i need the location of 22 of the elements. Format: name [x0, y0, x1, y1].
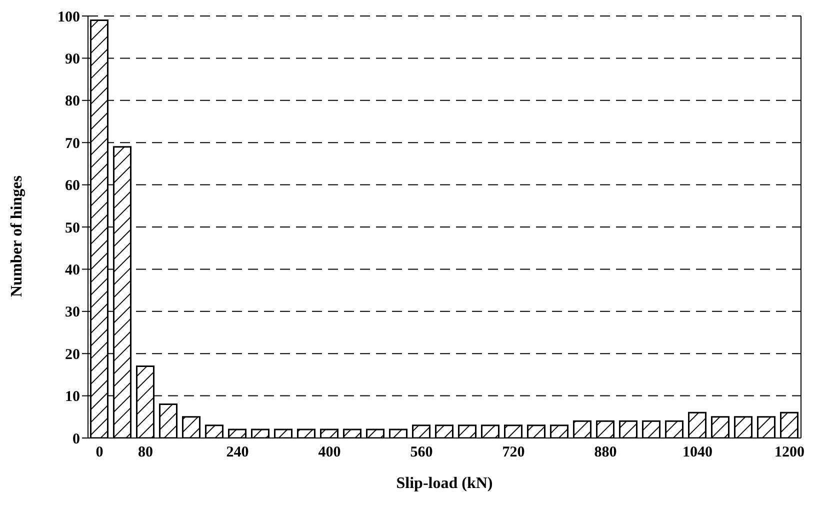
x-tick-label: 1040	[682, 444, 712, 461]
x-tick-label: 720	[502, 444, 525, 461]
x-tick-label: 0	[96, 444, 104, 461]
x-tick-label: 240	[226, 444, 249, 461]
y-tick-label: 70	[65, 136, 80, 152]
y-tick-label: 90	[65, 52, 80, 68]
x-tick-label: 560	[410, 444, 433, 461]
y-axis-title: Number of hinges	[8, 176, 26, 297]
x-tick-label: 880	[594, 444, 617, 461]
y-tick-label: 20	[65, 346, 80, 363]
y-tick-label: 30	[65, 304, 80, 321]
y-tick-label: 100	[58, 9, 80, 26]
y-tick-label: 10	[65, 389, 80, 406]
y-tick-label: 80	[65, 94, 80, 110]
y-tick-label: 40	[65, 262, 80, 279]
x-tick-label: 1200	[774, 444, 804, 461]
y-tick-label: 0	[72, 431, 80, 448]
x-tick-label: 400	[318, 444, 341, 461]
y-tick-label: 60	[65, 178, 80, 194]
y-tick-label: 50	[65, 220, 80, 236]
x-axis-title: Slip-load (kN)	[396, 475, 493, 492]
x-tick-label: 80	[138, 444, 153, 461]
